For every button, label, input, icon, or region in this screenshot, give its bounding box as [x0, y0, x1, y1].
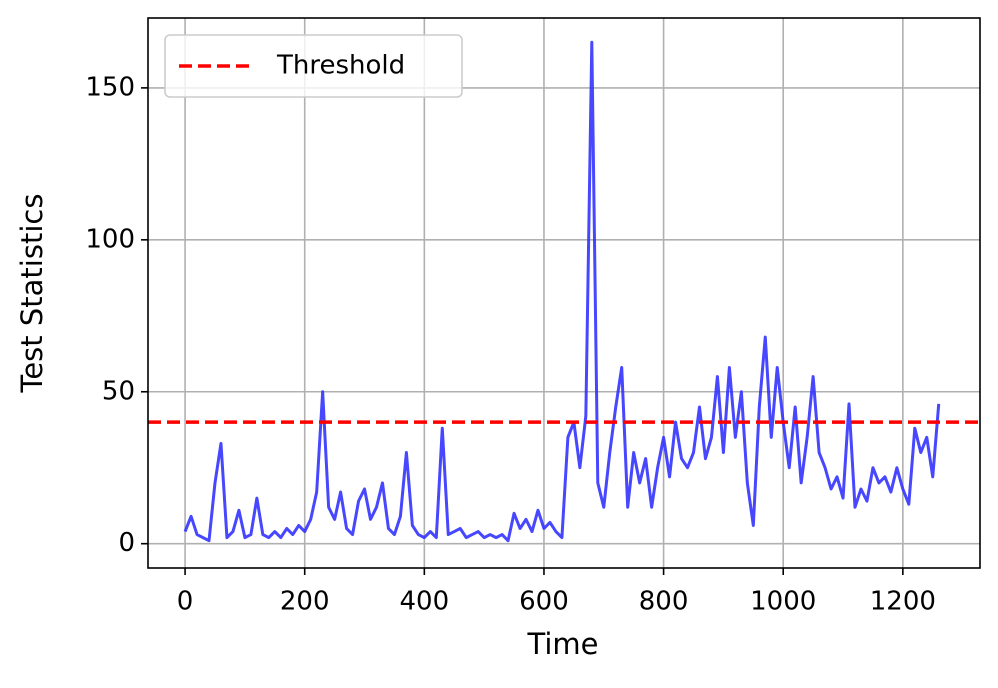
y-tick-label: 100: [85, 224, 135, 254]
x-axis-label: Time: [527, 627, 599, 661]
y-tick-label: 50: [102, 376, 135, 406]
data-line: [183, 40, 941, 543]
x-tick-label: 1200: [870, 587, 936, 617]
y-tick-label: 150: [85, 72, 135, 102]
legend-label: Threshold: [276, 51, 405, 81]
y-axis-label: Test Statistics: [15, 194, 49, 394]
x-tick-label: 400: [400, 587, 450, 617]
x-tick-label: 800: [639, 587, 689, 617]
axes-frame: [147, 17, 981, 569]
x-tick-label: 1000: [750, 587, 816, 617]
x-tick-label: 600: [519, 587, 569, 617]
x-tick-label: 200: [280, 587, 330, 617]
x-tick-label: 0: [177, 587, 194, 617]
legend-box: [164, 34, 463, 98]
y-tick-label: 0: [118, 528, 135, 558]
